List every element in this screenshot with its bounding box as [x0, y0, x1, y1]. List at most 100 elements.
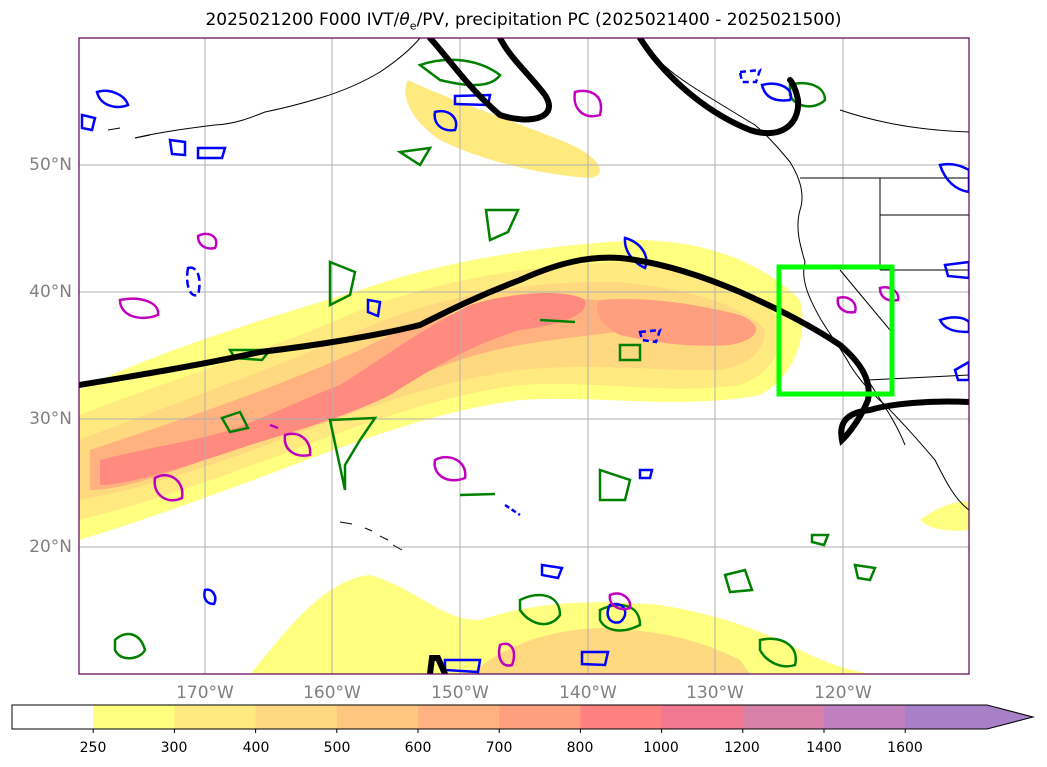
- ivt-band-nw: [405, 80, 600, 178]
- blue-contour: [580, 650, 610, 667]
- lon-label-150w: 150°W: [431, 683, 489, 703]
- blue-contour: [938, 316, 969, 334]
- ivt-band-se: [920, 501, 969, 531]
- green-contour: [539, 318, 576, 324]
- coast-gulf-alaska: [639, 38, 969, 511]
- ivt-band-800: [100, 293, 586, 485]
- green-contour: [758, 637, 797, 668]
- green-contour: [810, 533, 830, 547]
- colorbar-segment: [905, 705, 1033, 729]
- blue-contour: [953, 360, 969, 382]
- blue-contour: [95, 89, 130, 109]
- magenta-contour: [118, 297, 160, 320]
- colorbar-tick: 600: [404, 740, 432, 756]
- colorbar-tick: 500: [323, 740, 351, 756]
- ivt-band-400: [79, 281, 765, 500]
- pv-contour: [79, 38, 969, 674]
- colorbar: [11, 704, 1035, 733]
- colorbar-tick: 250: [79, 740, 107, 756]
- blue-contour: [638, 468, 654, 480]
- canada-interior: [839, 109, 969, 133]
- green-contour: [459, 492, 496, 497]
- blue-contour: [606, 602, 627, 624]
- green-contour: [518, 593, 562, 626]
- colorbar-tick: 1000: [643, 740, 679, 756]
- colorbar-tick: 1200: [724, 740, 760, 756]
- precip-box: [776, 264, 895, 397]
- blue-contour: [196, 146, 227, 160]
- pv-line-main: [79, 254, 969, 446]
- hawaii-islands: [339, 521, 403, 551]
- ivt-shading: [79, 80, 969, 674]
- ivt-band-east: [596, 299, 757, 346]
- lon-label-160w: 160°W: [303, 683, 361, 703]
- border-states-4: [839, 269, 891, 331]
- coast-baja: [867, 379, 906, 446]
- colorbar-tick: 400: [242, 740, 270, 756]
- magenta-contour: [153, 473, 184, 502]
- green-contour: [113, 632, 147, 660]
- lat-label-40n: 40°N: [29, 282, 72, 302]
- blue-contour: [504, 503, 521, 517]
- lat-label-20n: 20°N: [29, 537, 72, 557]
- colorbar-segment: [661, 705, 744, 729]
- lat-label-50n: 50°N: [29, 155, 72, 175]
- pv-line-ne: [637, 38, 802, 137]
- colorbar-segment: [824, 705, 906, 729]
- colorbar-tick: 800: [566, 740, 594, 756]
- pv-line-north: [427, 38, 552, 123]
- blue-contour: [203, 588, 217, 606]
- colorbar-segment: [255, 705, 338, 729]
- colorbar-outline: [11, 704, 1035, 730]
- blue-contour: [623, 236, 648, 270]
- blue-contour: [168, 138, 187, 157]
- magenta-contour: [608, 592, 632, 611]
- map-content: [79, 38, 969, 674]
- aleutian-islands: [107, 127, 151, 139]
- blue-contour: [638, 328, 662, 344]
- colorbar-tick: 1600: [887, 740, 923, 756]
- green-contour: [484, 208, 520, 242]
- colorbar-segment: [580, 705, 663, 729]
- green-contour: [723, 568, 754, 594]
- magenta-contour: [497, 642, 516, 667]
- colorbar-tick: 1400: [806, 740, 842, 756]
- magenta-contour: [573, 89, 603, 118]
- map-frame: [78, 37, 970, 675]
- lon-label-140w: 140°W: [559, 683, 617, 703]
- blue-contour: [366, 298, 382, 318]
- colorbar-segment: [12, 705, 94, 729]
- magenta-contour: [283, 432, 312, 457]
- coastlines: [107, 38, 969, 551]
- magenta-contour: [196, 232, 218, 250]
- border-us-mexico: [867, 374, 969, 381]
- magenta-contour: [836, 296, 857, 314]
- blue-contour: [738, 68, 762, 84]
- ivt-band-south-inner: [470, 628, 750, 674]
- colorbar-segments: [12, 705, 1033, 733]
- lat-label-30n: 30°N: [29, 409, 72, 429]
- graticule: [79, 38, 969, 674]
- colorbar-segment: [418, 705, 500, 729]
- green-contour: [598, 468, 632, 502]
- colorbar-segment: [742, 705, 825, 729]
- lon-label-130w: 130°W: [686, 683, 744, 703]
- colorbar-tick: 700: [485, 740, 513, 756]
- blue-contour: [433, 109, 458, 132]
- colorbar-segment: [174, 705, 257, 729]
- green-contour: [788, 81, 827, 108]
- green-contour: [396, 146, 433, 167]
- green-contour: [618, 343, 642, 362]
- blue-contour: [185, 266, 201, 297]
- magenta-contour: [878, 286, 900, 302]
- colorbar-segment: [336, 705, 419, 729]
- green-contour: [220, 410, 250, 434]
- colorbar-segment: [93, 705, 175, 729]
- magenta-contour: [433, 455, 467, 482]
- blue-contour: [938, 162, 969, 194]
- coast-alaska: [134, 38, 421, 139]
- blue-contour: [80, 113, 97, 132]
- colorbar-tick: 300: [160, 740, 188, 756]
- theta-e-contours-magenta: [118, 89, 900, 667]
